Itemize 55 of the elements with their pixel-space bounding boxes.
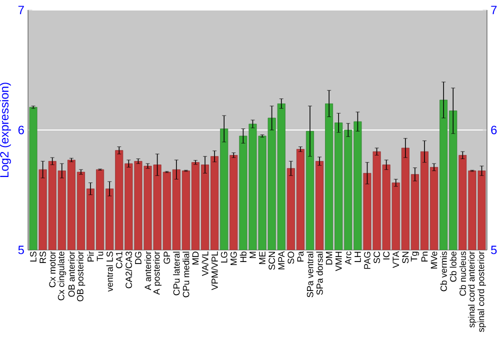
x-tick-label: IC [383,252,390,260]
x-tick-label: spinal cord posterior [478,251,486,332]
x-tick-label: Cx motor [49,251,56,288]
x-tick-label: OB anterior [68,251,75,297]
x-tick-label: A posterior [153,251,162,295]
x-tick-label: SCN [268,252,276,270]
x-tick-label: CPu lateral [173,252,180,296]
y2-tick-label: 7 [491,6,497,14]
x-tick-label: Tg [410,252,419,262]
x-tick-label: VA/VL [202,251,208,276]
x-tick-label: Cb nucleus [459,252,466,296]
x-tick-label: PAG [364,252,370,269]
x-tick-label: ME [259,252,266,264]
x-tick-label: Hb [240,252,247,262]
x-tick-label: Cb vermis [440,252,447,292]
x-tick-label: spinal cord anterior [468,251,476,328]
x-tick-label: MPA [278,251,284,270]
x-tick-label: VMH [336,252,342,272]
y2-tick-label: 5 [491,246,497,254]
x-tick-label: RS [40,252,46,263]
x-tick-label: SPa dorsal [316,252,323,295]
x-tick-label: MVe [430,252,438,268]
y-tick-label: 6 [18,126,24,134]
x-tick-label: ventral LS [106,252,113,292]
y-tick-label: 5 [18,246,24,254]
x-tick-label: A anterior [144,251,152,290]
x-tick-label: Tu [96,252,104,262]
x-tick-label: SO [288,252,294,264]
x-tick-label: OB posterior [76,251,86,302]
x-tick-label: MG [230,252,237,265]
x-tick-label: SC [374,252,380,264]
y-tick-label: 7 [18,6,24,14]
x-tick-label: Pn [421,252,428,262]
x-tick-label: DM [326,252,332,264]
x-tick-label: CA1 [116,252,122,268]
x-tick-label: VTA [392,251,399,268]
x-tick-label: Pir [87,251,94,262]
y-axis-title: Log2 (expression) [0,82,11,178]
x-tick-label: VPM/VPL [211,251,218,290]
x-tick-label: LG [220,252,228,262]
x-tick-label: SN [402,252,409,264]
x-tick-label: DG [135,252,142,264]
x-tick-label: GP [164,252,170,264]
x-tick-label: Arc [345,251,352,265]
x-tick-label: MD [192,252,199,264]
x-tick-label: Cb lobe [450,252,456,282]
x-tick-label: LH [354,252,361,262]
x-tick-label: LS [30,252,36,262]
x-tick-label: CA2/CA3 [125,252,132,288]
x-tick-label: SPa ventral [306,252,314,298]
x-tick-label: M [250,252,256,258]
x-tick-label: Pa [297,251,304,262]
x-tick-label: CPu medial [182,252,190,298]
y2-tick-label: 6 [491,126,497,134]
x-tick-label: Cx cingulate [58,252,66,300]
